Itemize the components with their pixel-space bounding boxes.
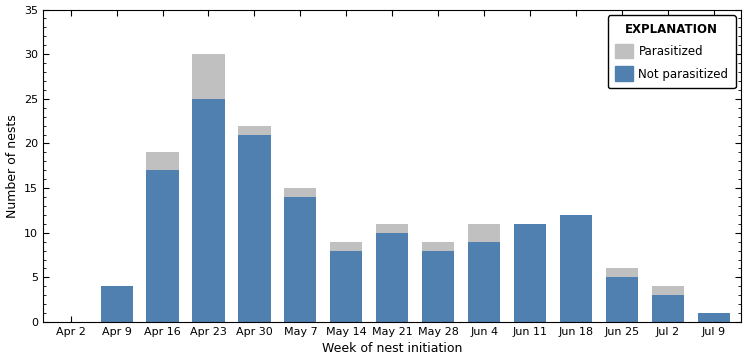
Legend: Parasitized, Not parasitized: Parasitized, Not parasitized: [608, 16, 736, 88]
Bar: [560, 215, 592, 322]
Bar: [468, 224, 500, 242]
Bar: [330, 251, 362, 322]
Bar: [238, 135, 270, 322]
Bar: [652, 295, 684, 322]
Bar: [238, 126, 270, 135]
Bar: [376, 233, 409, 322]
Bar: [330, 242, 362, 251]
Bar: [422, 242, 454, 251]
Bar: [698, 313, 730, 322]
Bar: [193, 54, 225, 99]
Bar: [468, 242, 500, 322]
Y-axis label: Number of nests: Number of nests: [5, 114, 19, 218]
Bar: [285, 197, 317, 322]
X-axis label: Week of nest initiation: Week of nest initiation: [322, 343, 462, 356]
Bar: [193, 99, 225, 322]
Bar: [606, 269, 638, 277]
Bar: [285, 188, 317, 197]
Bar: [101, 286, 133, 322]
Bar: [514, 224, 546, 322]
Bar: [606, 277, 638, 322]
Bar: [422, 251, 454, 322]
Bar: [146, 170, 179, 322]
Bar: [652, 286, 684, 295]
Bar: [146, 152, 179, 170]
Bar: [376, 224, 409, 233]
